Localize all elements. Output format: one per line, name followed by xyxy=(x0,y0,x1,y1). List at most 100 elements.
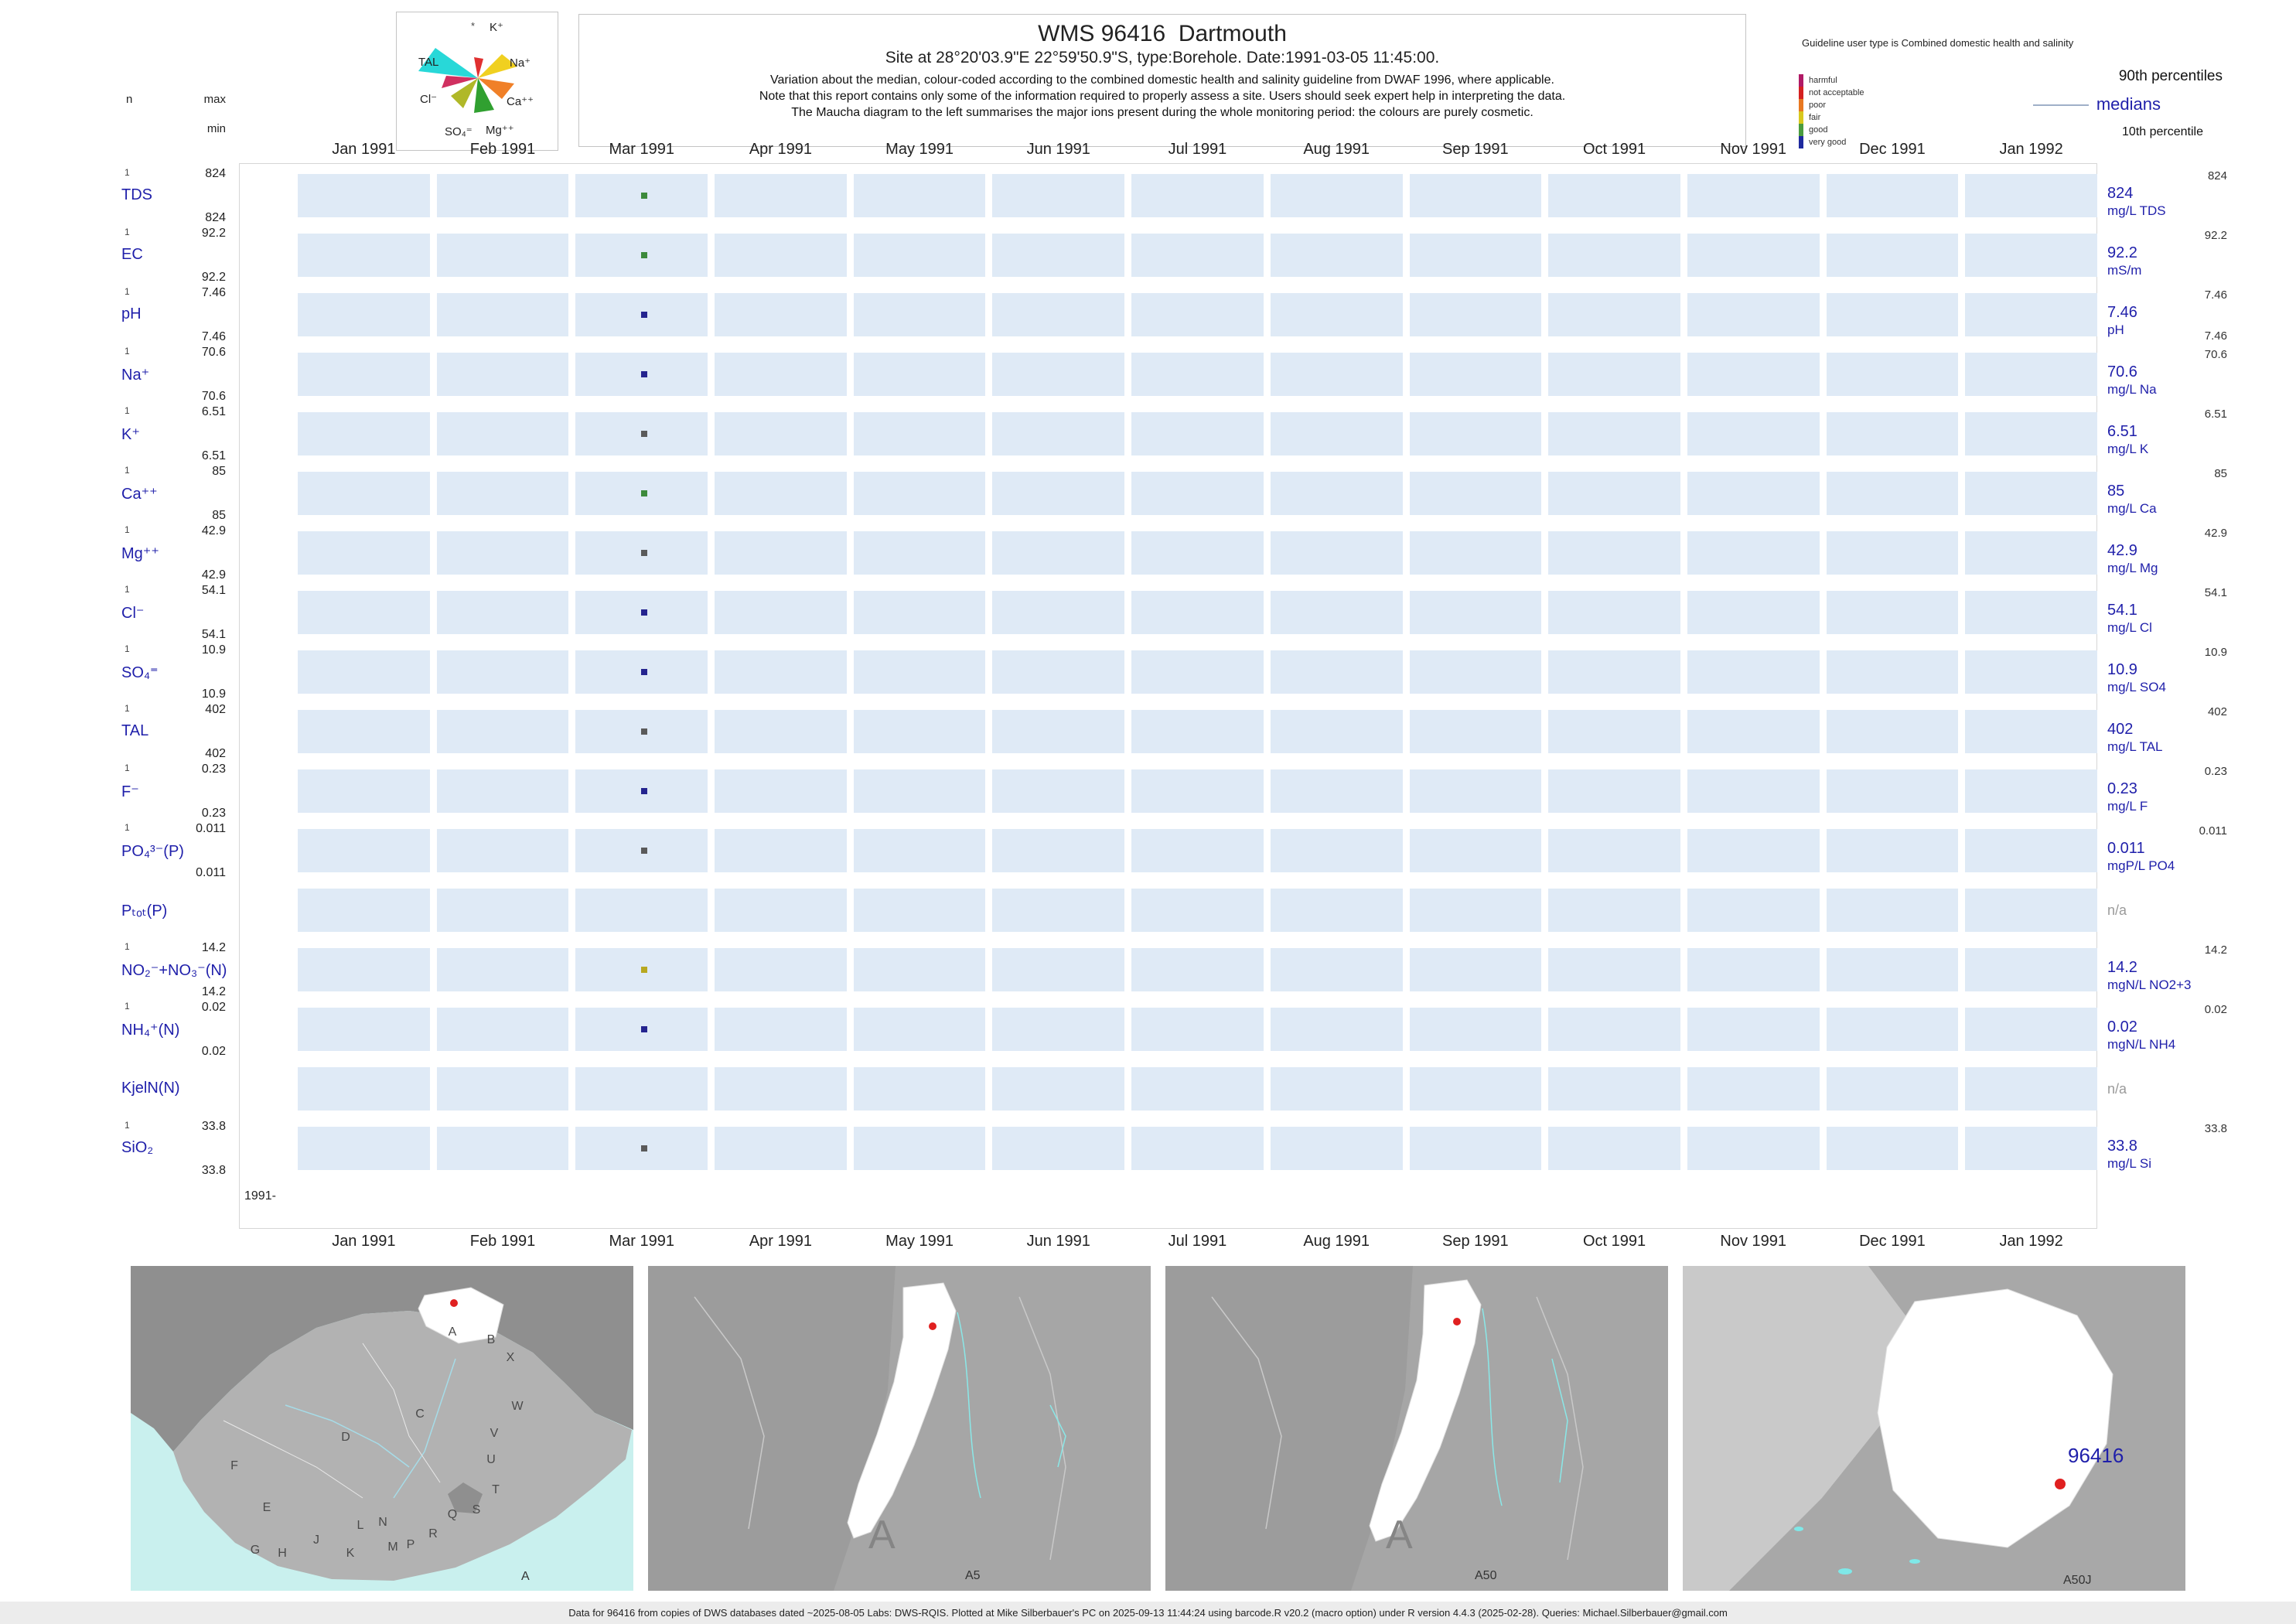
sample-count: 1 xyxy=(125,941,130,952)
maucha-blade-so4 xyxy=(451,78,478,108)
month-tick-label: Sep 1991 xyxy=(1442,141,1509,158)
legend-class-swatch xyxy=(1799,136,1803,148)
month-cell xyxy=(992,710,1125,753)
month-cell xyxy=(1270,1127,1403,1170)
month-cell xyxy=(1270,472,1403,515)
unit-label: mgP/L PO4 xyxy=(2107,858,2175,873)
month-band xyxy=(298,769,2097,813)
median-value: 0.02 xyxy=(2107,1018,2137,1035)
month-cell xyxy=(1409,650,1542,694)
max-value: 85 xyxy=(212,465,226,478)
month-band xyxy=(298,1008,2097,1051)
legend-class-label: poor xyxy=(1809,101,1827,110)
month-cell xyxy=(1687,472,1820,515)
legend-class-swatch xyxy=(1799,99,1803,111)
month-cell xyxy=(1131,1067,1264,1111)
month-cell xyxy=(298,829,430,872)
month-cell xyxy=(1965,948,2097,991)
month-cell xyxy=(1826,650,1959,694)
parameter-name: SO₄⁼ xyxy=(121,664,159,681)
p90-value: 85 xyxy=(2214,467,2227,480)
sample-count: 1 xyxy=(125,584,130,595)
parameter-name: KjelN(N) xyxy=(121,1080,180,1097)
month-cell xyxy=(1826,591,1959,634)
median-value: 10.9 xyxy=(2107,661,2137,678)
month-cell xyxy=(298,889,430,932)
max-value: 42.9 xyxy=(201,524,226,537)
month-cell xyxy=(853,1067,986,1111)
month-cell xyxy=(1687,769,1820,813)
month-cell xyxy=(1270,353,1403,396)
month-cell xyxy=(715,531,847,575)
header-note-3: The Maucha diagram to the left summarise… xyxy=(791,106,1534,119)
month-cell xyxy=(853,769,986,813)
boundary-line xyxy=(694,1296,765,1530)
p10-legend-label: 10th percentile xyxy=(2122,125,2203,138)
chart-frame xyxy=(239,163,2097,1229)
month-cell xyxy=(1409,1127,1542,1170)
min-column-header: min xyxy=(206,122,226,135)
month-cell xyxy=(1965,591,2097,634)
month-cell xyxy=(1131,769,1264,813)
parameter-name: Pₜₒₜ(P) xyxy=(121,902,168,919)
month-tick-label: Jun 1991 xyxy=(1026,141,1090,158)
month-cell xyxy=(1409,472,1542,515)
month-cell xyxy=(1131,889,1264,932)
month-cell xyxy=(1548,769,1680,813)
month-cell xyxy=(1270,412,1403,455)
month-cell xyxy=(853,472,986,515)
parameter-name: Mg⁺⁺ xyxy=(121,545,159,562)
min-value: 54.1 xyxy=(201,628,226,641)
month-cell xyxy=(992,293,1125,336)
month-band xyxy=(298,650,2097,694)
month-cell xyxy=(1548,650,1680,694)
month-tick-label: Apr 1991 xyxy=(749,1233,812,1250)
header-note-2: Note that this report contains only some… xyxy=(759,90,1566,103)
catchment-boundary-line xyxy=(362,1343,441,1483)
region-label-W: W xyxy=(511,1400,524,1413)
site-subtitle: Site at 28°20'03.9"E 22°59'50.9"S, type:… xyxy=(885,49,1440,67)
month-cell xyxy=(1965,650,2097,694)
parameter-row-tal: 1 402 402 TAL 402 402 mg/L TAL xyxy=(0,702,2296,762)
month-cell xyxy=(1548,412,1680,455)
month-cell xyxy=(1548,353,1680,396)
month-tick-label: Jan 1992 xyxy=(1999,141,2063,158)
month-cell xyxy=(1270,948,1403,991)
month-cell xyxy=(1548,829,1680,872)
month-tick-label: Mar 1991 xyxy=(609,141,674,158)
maucha-label-mg: Mg⁺⁺ xyxy=(486,124,514,137)
month-cell xyxy=(1965,412,2097,455)
unit-label: mg/L Ca xyxy=(2107,501,2157,516)
legend-class-poor: poor xyxy=(1799,99,1864,111)
month-cell xyxy=(1826,293,1959,336)
p90-value: 0.23 xyxy=(2204,765,2227,778)
map-a50-svg xyxy=(1165,1266,1668,1591)
parameter-row-po4: 1 0.011 0.011 PO₄³⁻(P) 0.011 0.011 mgP/L PO4 xyxy=(0,821,2296,881)
month-cell xyxy=(1965,472,2097,515)
river-line xyxy=(285,1404,410,1468)
month-cell xyxy=(853,1127,986,1170)
month-cell xyxy=(436,1127,569,1170)
month-cell xyxy=(298,591,430,634)
guideline-class-list: harmful not acceptable poor fair good very go… xyxy=(1799,74,1864,148)
time-axis-top: Jan 1991 Feb 1991 Mar 1991 Apr 1991 May 1991… xyxy=(298,141,2097,159)
p90-value: 54.1 xyxy=(2204,586,2227,599)
maucha-diagram: * K⁺ Na⁺ Ca⁺⁺ Mg⁺⁺ SO₄⁼ Cl⁻ TAL xyxy=(396,12,558,151)
month-cell xyxy=(298,1127,430,1170)
month-cell xyxy=(436,710,569,753)
map-catchment-a50: A A50 xyxy=(1165,1266,1668,1591)
month-cell xyxy=(1409,889,1542,932)
region-label-K: K xyxy=(346,1547,355,1560)
month-cell xyxy=(1270,650,1403,694)
median-value: 0.23 xyxy=(2107,780,2137,797)
adjacent-light-region xyxy=(1683,1266,1915,1591)
month-cell xyxy=(1409,591,1542,634)
site-marker-dot xyxy=(929,1322,936,1330)
month-cell xyxy=(1826,889,1959,932)
maucha-label-so4: SO₄⁼ xyxy=(445,125,473,138)
map-caption-a5: A5 xyxy=(965,1569,981,1582)
parameter-row-ptot: Pₜₒₜ(P) n/a xyxy=(0,881,2296,940)
median-value: 402 xyxy=(2107,721,2134,738)
median-value: 33.8 xyxy=(2107,1138,2137,1155)
pan-waterbody xyxy=(1838,1568,1852,1575)
